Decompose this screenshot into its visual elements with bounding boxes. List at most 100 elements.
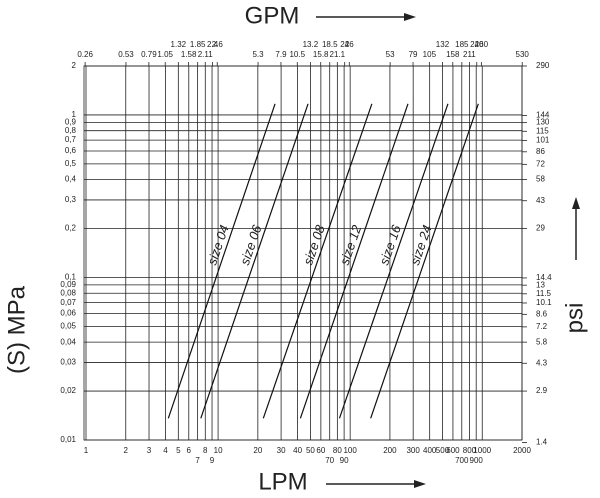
y2-tick-label: 290 (536, 61, 550, 70)
x2-tick-label: 2.4 (207, 40, 219, 49)
x2-tick-label: 24 (340, 40, 349, 49)
x-tick-label: 20 (253, 446, 262, 455)
x2-tick-label: 18.5 (322, 40, 338, 49)
x-tick-label: 300 (406, 446, 420, 455)
x2-tick-label: 26 (345, 40, 354, 49)
y-tick-label: 0,09 (60, 280, 76, 289)
x-tick-label: 2 (124, 446, 129, 455)
x-tick-label: 60 (316, 446, 325, 455)
y2-tick-label: 58 (536, 175, 545, 184)
y2-tick-label: 4.3 (536, 358, 548, 367)
x2-tick-label: 1.85 (190, 40, 206, 49)
x-tick-label: 600 (446, 446, 460, 455)
x-tick-label: 40 (293, 446, 302, 455)
y-tick-label: 0,4 (65, 175, 77, 184)
x-tick-label: 7 (195, 456, 200, 465)
y-tick-label: 2 (72, 61, 77, 70)
x-tick-label: 90 (340, 456, 349, 465)
y-tick-label: 0,7 (65, 135, 77, 144)
x2-tick-label: 530 (516, 50, 530, 59)
y-tick-label: 0,03 (60, 358, 76, 367)
y2-tick-label: 43 (536, 196, 545, 205)
arrow-head (414, 480, 426, 488)
x-tick-label: 4 (163, 446, 168, 455)
x2-tick-label: 21.1 (330, 50, 346, 59)
size-line (167, 103, 276, 419)
y-tick-label: 0,08 (60, 288, 76, 297)
y2-tick-label: 144 (536, 111, 550, 120)
x2-tick-label: 185 (455, 40, 469, 49)
x-tick-label: 1 (84, 446, 89, 455)
x-tick-label: 10 (214, 446, 223, 455)
x-tick-label: 9 (210, 456, 215, 465)
x-tick-label: 1000 (473, 446, 491, 455)
y2-tick-label: 29 (536, 224, 545, 233)
x2-tick-label: 211 (463, 50, 476, 59)
x2-tick-label: 0.79 (141, 50, 157, 59)
x2-tick-label: 7.9 (275, 50, 287, 59)
x2-tick-label: 1.58 (181, 50, 197, 59)
x2-tick-label: 10.5 (289, 50, 305, 59)
x2-tick-label: 0.26 (77, 50, 93, 59)
x2-tick-label: 1.05 (157, 50, 173, 59)
y2-tick-label: 86 (536, 147, 545, 156)
x-tick-label: 3 (147, 446, 152, 455)
x2-tick-label: 2.6 (212, 40, 224, 49)
x-tick-label: 500 (436, 446, 450, 455)
y2-tick-label: 10.1 (536, 298, 552, 307)
x2-tick-label: 1.32 (171, 40, 187, 49)
x-tick-label: 700 (455, 456, 469, 465)
y2-tick-label: 101 (536, 136, 550, 145)
size-line (299, 103, 409, 419)
y-tick-label: 0,02 (60, 386, 76, 395)
y-tick-label: 0,8 (65, 126, 77, 135)
x-title: LPM (258, 468, 307, 495)
y-tick-label: 0,1 (65, 273, 77, 282)
y-tick-label: 0,06 (60, 309, 76, 318)
x-tick-label: 200 (383, 446, 397, 455)
y-tick-label: 0,2 (65, 224, 77, 233)
y-tick-label: 0,9 (65, 117, 77, 126)
x-tick-label: 900 (470, 456, 484, 465)
y-tick-label: 0,5 (65, 159, 77, 168)
y2-tick-label: 13 (536, 280, 545, 289)
y2-title: psi (561, 303, 588, 334)
y2-tick-label: 2.9 (536, 386, 548, 395)
x2-tick-label: 260 (475, 40, 489, 49)
y2-tick-label: 72 (536, 159, 545, 168)
x2-tick-label: 79 (409, 50, 418, 59)
y2-tick-label: 14.4 (536, 273, 552, 282)
x-tick-label: 5 (176, 446, 181, 455)
y2-tick-label: 115 (536, 126, 549, 135)
y-tick-label: 0,07 (60, 298, 76, 307)
x2-tick-label: 5.3 (252, 50, 264, 59)
x2-tick-label: 132 (436, 40, 450, 49)
y2-tick-label: 7.2 (536, 322, 548, 331)
x-tick-label: 6 (187, 446, 192, 455)
y-title: (S) MPa (3, 285, 30, 374)
x-tick-label: 2000 (513, 446, 531, 455)
arrow-head (404, 13, 416, 21)
y-tick-label: 1 (72, 110, 77, 119)
size-line (262, 103, 373, 419)
x2-tick-label: 53 (386, 50, 395, 59)
x2-tick-label: 105 (423, 50, 437, 59)
arrow-head (572, 197, 580, 209)
x2-title: GPM (245, 2, 300, 29)
x-tick-label: 400 (423, 446, 437, 455)
x2-tick-label: 2.11 (198, 50, 214, 59)
y-tick-label: 0,6 (65, 146, 77, 155)
y-tick-label: 0,01 (60, 435, 76, 444)
x2-tick-label: 0.53 (118, 50, 134, 59)
x-tick-label: 800 (463, 446, 477, 455)
y2-tick-label: 11.5 (536, 289, 552, 298)
y2-tick-label: 5.8 (536, 337, 548, 346)
x2-tick-label: 240 (470, 40, 484, 49)
y-tick-label: 0,05 (60, 322, 76, 331)
x-tick-label: 80 (333, 446, 342, 455)
y-tick-label: 0,04 (60, 337, 76, 346)
y-tick-label: 0,3 (65, 195, 77, 204)
y2-tick-label: 8.6 (536, 309, 548, 318)
x2-tick-label: 158 (446, 50, 460, 59)
